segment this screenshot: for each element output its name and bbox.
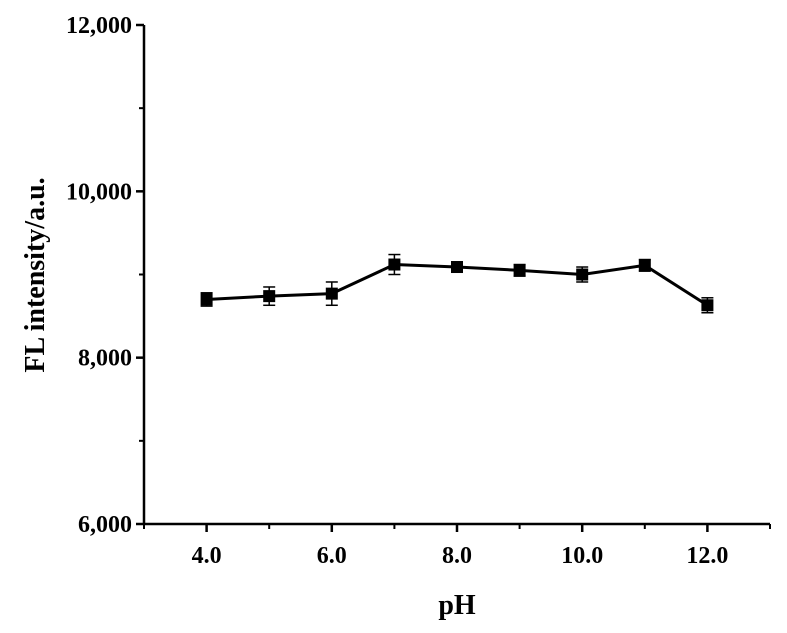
y-axis-title: FL intensity/a.u. [20, 177, 51, 372]
y-tick-label: 10,000 [66, 179, 132, 205]
data-point [638, 259, 651, 272]
y-ticks: 6,000 8,000 10,000 12,000 [66, 13, 144, 538]
y-tick-label: 8,000 [78, 346, 132, 372]
data-point [388, 258, 401, 271]
x-tick-label: 12.0 [686, 543, 728, 569]
x-tick-label: 8.0 [442, 543, 472, 569]
x-tick-label: 4.0 [192, 543, 222, 569]
axes [142, 25, 770, 526]
x-tick-label: 6.0 [317, 543, 347, 569]
series [200, 253, 714, 314]
data-point [325, 287, 338, 300]
y-tick-label: 12,000 [66, 13, 132, 39]
data-point [576, 268, 589, 281]
x-tick-label: 10.0 [561, 543, 603, 569]
x-axis-title: pH [438, 590, 476, 621]
data-point [451, 261, 463, 274]
data-point [513, 264, 526, 277]
data-point [200, 293, 213, 306]
data-point [701, 299, 714, 312]
x-ticks: 4.0 6.0 8.0 10.0 12.0 [143, 524, 771, 569]
data-point [263, 290, 276, 303]
y-tick-label: 6,000 [78, 512, 132, 538]
